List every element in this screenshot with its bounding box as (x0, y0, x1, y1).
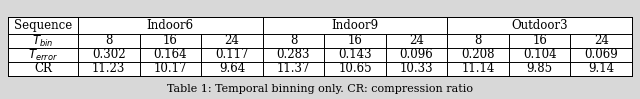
Text: 0.143: 0.143 (338, 49, 372, 61)
Text: 24: 24 (594, 34, 609, 48)
Text: Indoor9: Indoor9 (332, 19, 379, 32)
Text: Indoor6: Indoor6 (147, 19, 194, 32)
Text: 0.164: 0.164 (154, 49, 187, 61)
Text: 11.37: 11.37 (276, 62, 310, 76)
Text: Outdoor3: Outdoor3 (511, 19, 568, 32)
Text: 0.117: 0.117 (215, 49, 248, 61)
Text: CR: CR (34, 62, 52, 76)
Text: 10.65: 10.65 (338, 62, 372, 76)
Text: 8: 8 (474, 34, 482, 48)
Text: 10.17: 10.17 (154, 62, 187, 76)
Text: $T_{error}$: $T_{error}$ (28, 47, 58, 63)
Text: 0.283: 0.283 (276, 49, 310, 61)
Text: 9.85: 9.85 (527, 62, 553, 76)
Text: 8: 8 (290, 34, 297, 48)
Text: $T_{bin}$: $T_{bin}$ (33, 33, 54, 49)
Text: 8: 8 (105, 34, 113, 48)
Text: Table 1: Temporal binning only. CR: compression ratio: Table 1: Temporal binning only. CR: comp… (167, 84, 473, 94)
Text: 0.096: 0.096 (400, 49, 433, 61)
Text: 0.104: 0.104 (523, 49, 556, 61)
Text: 0.208: 0.208 (461, 49, 495, 61)
Bar (8, 17, 632, 76)
Text: 16: 16 (163, 34, 178, 48)
Text: 11.14: 11.14 (461, 62, 495, 76)
Text: 11.23: 11.23 (92, 62, 125, 76)
Text: 16: 16 (532, 34, 547, 48)
Text: 9.14: 9.14 (588, 62, 614, 76)
Text: 10.33: 10.33 (400, 62, 433, 76)
Text: 24: 24 (409, 34, 424, 48)
Text: Sequence: Sequence (14, 19, 72, 32)
Text: 0.069: 0.069 (584, 49, 618, 61)
Text: 9.64: 9.64 (219, 62, 245, 76)
Text: 16: 16 (348, 34, 362, 48)
Text: 0.302: 0.302 (92, 49, 125, 61)
Text: 24: 24 (225, 34, 239, 48)
